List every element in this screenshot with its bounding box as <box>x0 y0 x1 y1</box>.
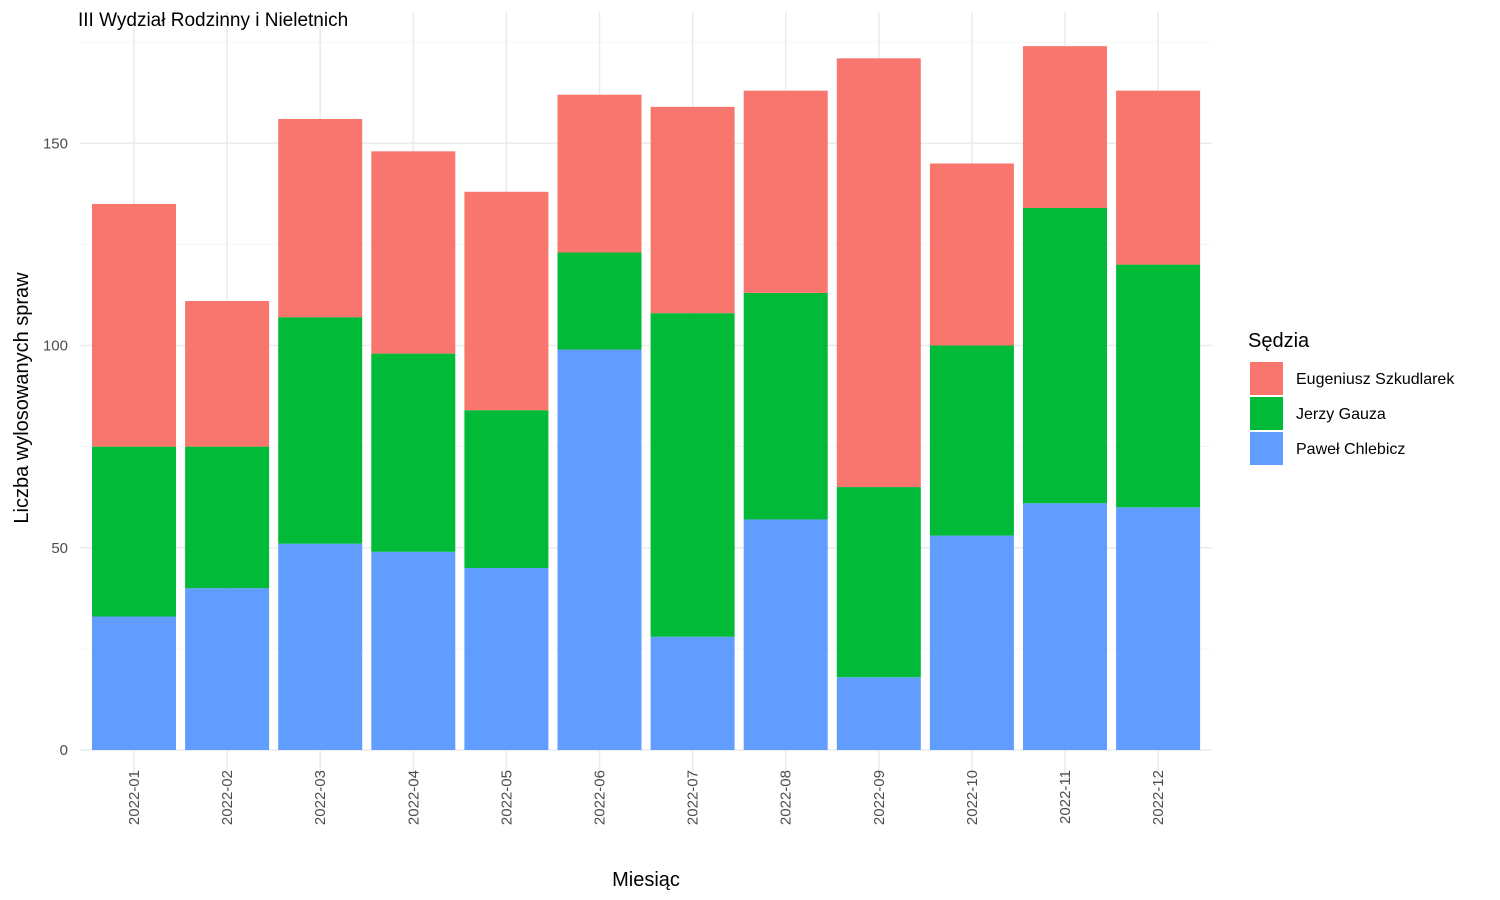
bar-pawel-chlebicz-2022-06 <box>557 349 642 750</box>
bar-pawel-chlebicz-2022-04 <box>371 551 456 750</box>
bar-jerzy-gauza-2022-04 <box>371 353 456 552</box>
bar-pawel-chlebicz-2022-11 <box>1023 503 1107 750</box>
bar-jerzy-gauza-2022-08 <box>743 292 828 520</box>
x-tick-label: 2022-05 <box>498 770 515 825</box>
legend: Sędzia Eugeniusz Szkudlarek Jerzy Gauza Pa… <box>1248 330 1455 465</box>
bar-pawel-chlebicz-2022-07 <box>650 636 735 750</box>
bars <box>92 46 1201 750</box>
legend-key <box>1250 397 1283 430</box>
y-axis-title: Liczba wylosowanych spraw <box>11 272 33 524</box>
x-tick-label: 2022-07 <box>685 770 702 825</box>
legend-title: Sędzia <box>1248 330 1310 352</box>
x-tick-label: 2022-08 <box>778 770 795 825</box>
x-tick-label: 2022-10 <box>964 770 981 825</box>
legend-label: Jerzy Gauza <box>1296 406 1386 423</box>
bar-jerzy-gauza-2022-12 <box>1116 264 1201 508</box>
bar-jerzy-gauza-2022-10 <box>929 345 1014 536</box>
bar-pawel-chlebicz-2022-10 <box>929 535 1014 750</box>
bar-eugeniusz-szkudlarek-2022-05 <box>464 191 549 411</box>
bar-jerzy-gauza-2022-09 <box>836 487 921 678</box>
bar-eugeniusz-szkudlarek-2022-08 <box>743 90 828 293</box>
bar-jerzy-gauza-2022-05 <box>464 410 549 568</box>
bar-jerzy-gauza-2022-06 <box>557 252 642 350</box>
bar-eugeniusz-szkudlarek-2022-11 <box>1023 46 1107 208</box>
bar-jerzy-gauza-2022-07 <box>650 313 735 637</box>
y-axis-ticks: 0 50 100 150 <box>43 135 68 759</box>
y-tick-label: 0 <box>60 742 68 759</box>
x-tick-label: 2022-11 <box>1057 770 1074 824</box>
bar-eugeniusz-szkudlarek-2022-07 <box>650 106 735 314</box>
bar-eugeniusz-szkudlarek-2022-06 <box>557 94 642 253</box>
bar-eugeniusz-szkudlarek-2022-10 <box>929 163 1014 346</box>
legend-key <box>1250 432 1283 465</box>
x-axis-title: Miesiąc <box>612 869 680 891</box>
x-tick-label: 2022-01 <box>126 770 143 825</box>
bar-pawel-chlebicz-2022-02 <box>185 588 270 750</box>
legend-label: Eugeniusz Szkudlarek <box>1296 371 1455 388</box>
x-tick-label: 2022-02 <box>219 770 236 825</box>
bar-eugeniusz-szkudlarek-2022-03 <box>278 118 363 318</box>
bar-pawel-chlebicz-2022-03 <box>278 543 363 750</box>
x-tick-label: 2022-12 <box>1150 770 1167 825</box>
bar-jerzy-gauza-2022-03 <box>278 317 363 544</box>
y-tick-label: 100 <box>43 338 68 355</box>
bar-pawel-chlebicz-2022-08 <box>743 519 828 750</box>
x-tick-label: 2022-09 <box>871 770 888 825</box>
bar-jerzy-gauza-2022-02 <box>185 446 270 589</box>
y-tick-label: 50 <box>51 540 68 557</box>
bar-jerzy-gauza-2022-01 <box>92 446 176 617</box>
bar-eugeniusz-szkudlarek-2022-01 <box>92 203 176 447</box>
bar-pawel-chlebicz-2022-09 <box>836 677 921 750</box>
bar-eugeniusz-szkudlarek-2022-02 <box>185 301 270 447</box>
bar-pawel-chlebicz-2022-12 <box>1116 507 1201 750</box>
bar-pawel-chlebicz-2022-01 <box>92 616 176 750</box>
x-tick-label: 2022-06 <box>592 770 609 825</box>
x-axis-ticks: 2022-01 2022-02 2022-03 2022-04 2022-05 2022-… <box>126 770 1167 825</box>
chart-title: III Wydział Rodzinny i Nieletnich <box>78 10 348 31</box>
bar-eugeniusz-szkudlarek-2022-12 <box>1116 90 1201 265</box>
bar-jerzy-gauza-2022-11 <box>1023 207 1107 504</box>
bar-eugeniusz-szkudlarek-2022-09 <box>836 58 921 488</box>
x-tick-label: 2022-04 <box>405 770 422 825</box>
bar-eugeniusz-szkudlarek-2022-04 <box>371 151 456 354</box>
bar-pawel-chlebicz-2022-05 <box>464 567 549 750</box>
y-tick-label: 150 <box>43 135 68 152</box>
legend-label: Paweł Chlebicz <box>1296 441 1405 458</box>
legend-key <box>1250 362 1283 395</box>
x-tick-label: 2022-03 <box>312 770 329 825</box>
